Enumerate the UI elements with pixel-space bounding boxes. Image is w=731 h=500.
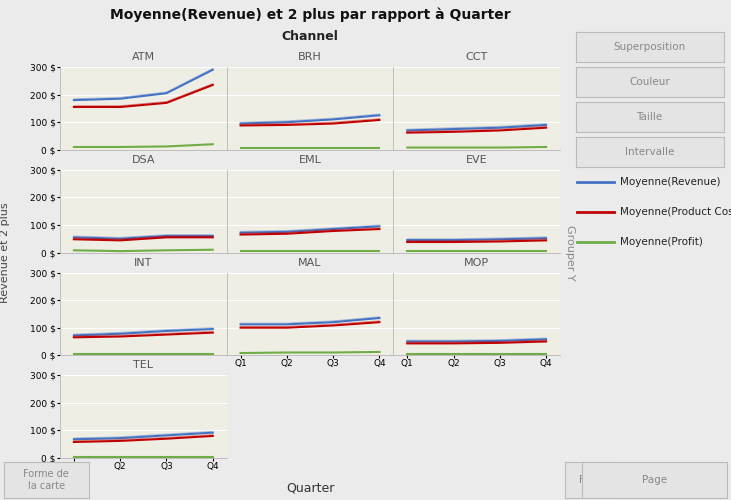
- Text: Revenue et 2 plus: Revenue et 2 plus: [0, 202, 10, 303]
- Text: Fréq: Fréq: [579, 474, 601, 485]
- Text: CCT: CCT: [466, 52, 488, 62]
- Text: Moyenne(Revenue): Moyenne(Revenue): [619, 177, 720, 187]
- Text: BRH: BRH: [298, 52, 322, 62]
- Text: MAL: MAL: [298, 258, 322, 268]
- Text: Forme de
la carte: Forme de la carte: [23, 469, 69, 490]
- Text: Couleur: Couleur: [629, 77, 670, 87]
- Text: MOP: MOP: [464, 258, 489, 268]
- Text: Channel: Channel: [281, 30, 338, 44]
- Text: DSA: DSA: [132, 155, 155, 165]
- Text: EVE: EVE: [466, 155, 488, 165]
- Text: Superposition: Superposition: [613, 42, 686, 52]
- Text: Moyenne(Product Cost): Moyenne(Product Cost): [619, 207, 731, 217]
- Text: Moyenne(Profit): Moyenne(Profit): [619, 237, 702, 247]
- Text: Taille: Taille: [637, 112, 663, 122]
- Text: EML: EML: [298, 155, 322, 165]
- Text: Grouper Y: Grouper Y: [565, 224, 575, 280]
- Text: ATM: ATM: [132, 52, 155, 62]
- Text: Page: Page: [642, 475, 667, 485]
- Text: Intervalle: Intervalle: [625, 147, 675, 157]
- Text: TEL: TEL: [133, 360, 154, 370]
- Text: INT: INT: [135, 258, 153, 268]
- Text: Moyenne(Revenue) et 2 plus par rapport à Quarter: Moyenne(Revenue) et 2 plus par rapport à…: [110, 8, 510, 22]
- Text: Quarter: Quarter: [286, 482, 334, 494]
